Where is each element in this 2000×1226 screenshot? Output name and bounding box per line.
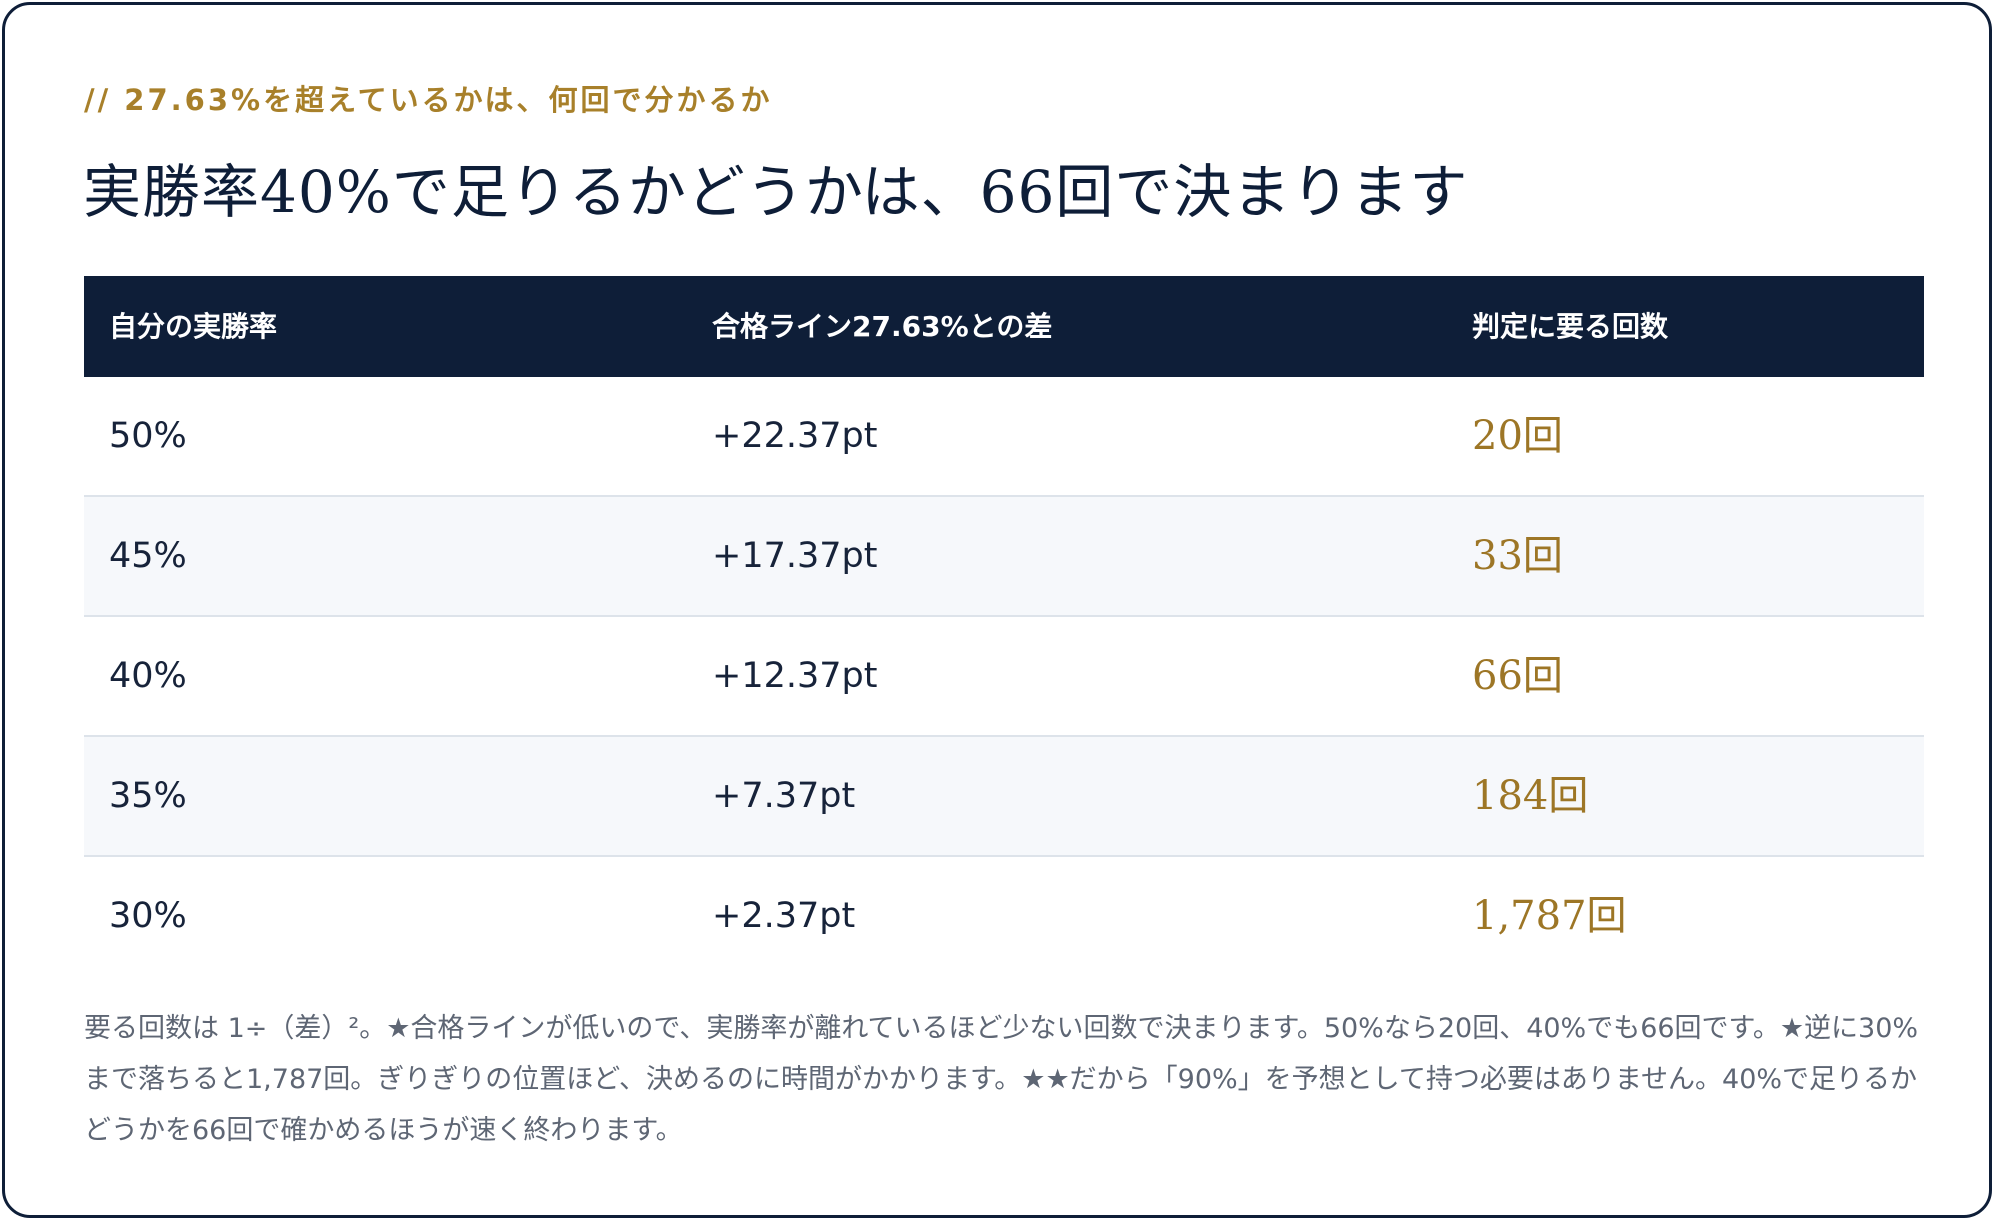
cell-difference: +7.37pt	[712, 737, 855, 855]
table-row: 40% +12.37pt 66回	[84, 617, 1924, 737]
table-row: 50% +22.37pt 20回	[84, 377, 1924, 497]
table-row: 30% +2.37pt 1,787回	[84, 857, 1924, 975]
cell-difference: +22.37pt	[712, 377, 877, 495]
table-header: 自分の実勝率 合格ライン27.63%との差 判定に要る回数	[84, 276, 1924, 377]
page-title: 実勝率40%で足りるかどうかは、66回で決まります	[83, 145, 1468, 229]
cell-required-count: 20回	[1472, 377, 1563, 495]
cell-win-rate: 40%	[109, 617, 187, 735]
cell-win-rate: 50%	[109, 377, 187, 495]
header-difference: 合格ライン27.63%との差	[712, 276, 1052, 377]
table-row: 45% +17.37pt 33回	[84, 497, 1924, 617]
table-row: 35% +7.37pt 184回	[84, 737, 1924, 857]
cell-win-rate: 35%	[109, 737, 187, 855]
win-rate-table: 自分の実勝率 合格ライン27.63%との差 判定に要る回数 50% +22.37…	[84, 276, 1924, 975]
eyebrow-label: // 27.63%を超えているかは、何回で分かるか	[84, 77, 772, 119]
cell-difference: +17.37pt	[712, 497, 877, 615]
cell-win-rate: 30%	[109, 857, 187, 975]
cell-required-count: 33回	[1472, 497, 1563, 615]
header-own-win-rate: 自分の実勝率	[109, 276, 277, 377]
cell-required-count: 184回	[1472, 737, 1588, 855]
cell-difference: +12.37pt	[712, 617, 877, 735]
header-required-count: 判定に要る回数	[1472, 276, 1668, 377]
cell-win-rate: 45%	[109, 497, 187, 615]
explanation-note: 要る回数は 1÷（差）²。★合格ラインが低いので、実勝率が離れているほど少ない回…	[84, 1003, 1934, 1156]
cell-difference: +2.37pt	[712, 857, 855, 975]
cell-required-count: 1,787回	[1472, 857, 1627, 975]
cell-required-count: 66回	[1472, 617, 1563, 735]
